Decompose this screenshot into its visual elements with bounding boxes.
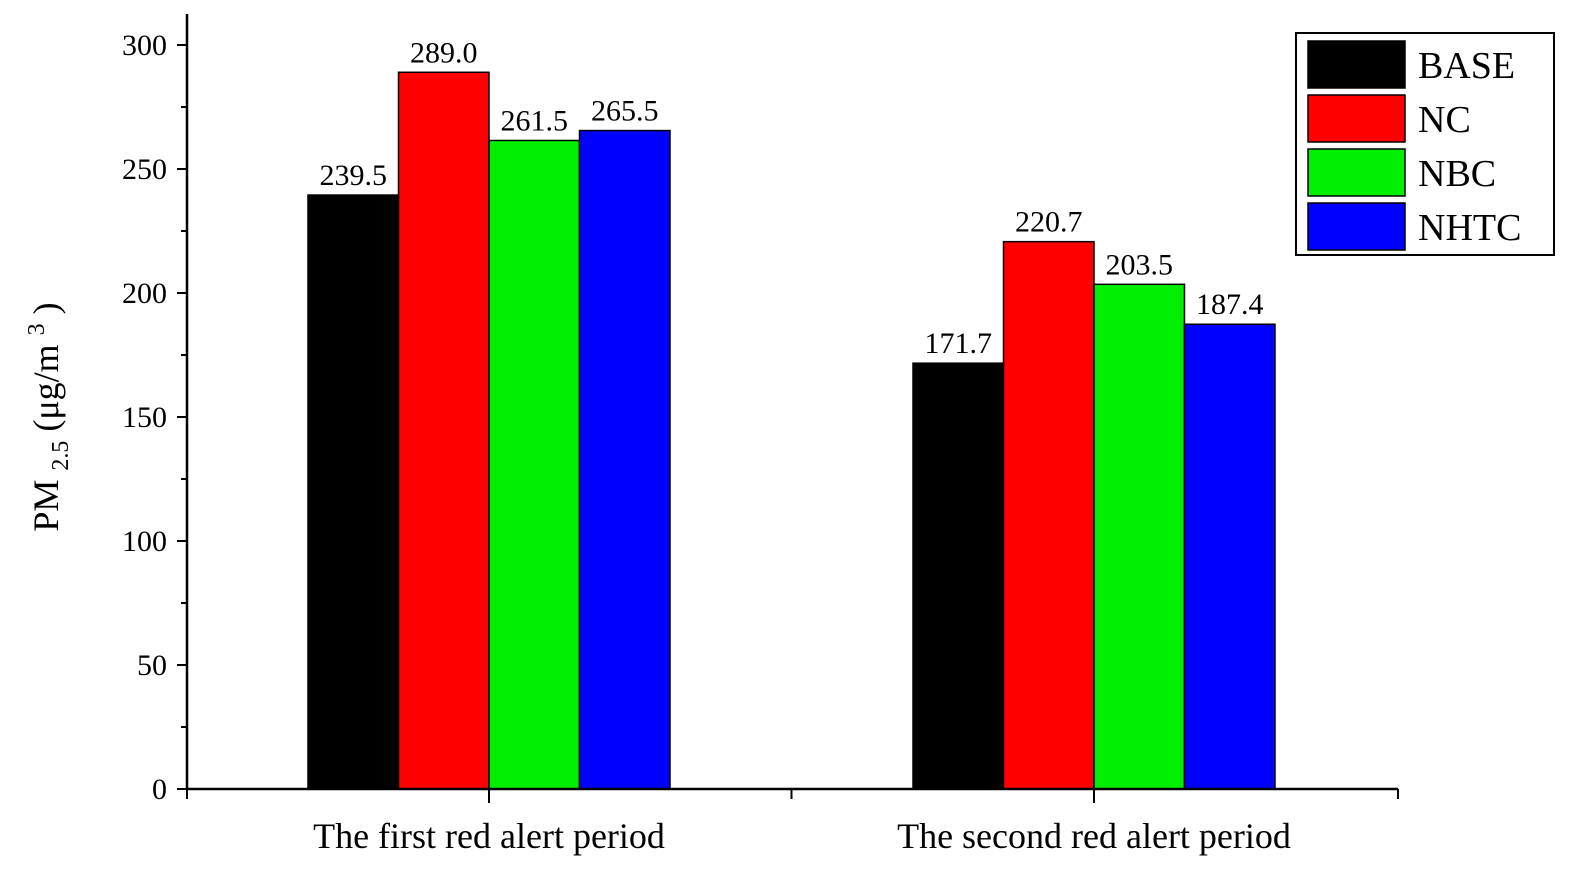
legend: BASE NC NBC NHTC (1295, 32, 1555, 256)
y-tick-label-100: 100 (122, 525, 167, 558)
legend-label-base: BASE (1418, 45, 1515, 87)
y-ticks-layer: 0 50 100 150 200 250 300 (122, 29, 187, 806)
y-tick-label-0: 0 (152, 773, 167, 806)
bar-base-1 (307, 194, 400, 790)
data-label-base-2: 171.7 (925, 327, 993, 360)
y-axis-label-unit-sup: 3 (24, 323, 50, 335)
y-tick-label-300: 300 (122, 29, 167, 62)
y-axis-label-main: PM (26, 480, 66, 532)
y-axis-label-subscript: 2.5 (48, 441, 74, 471)
legend-swatch-nc (1307, 94, 1406, 143)
data-label-nbc-1: 261.5 (501, 104, 569, 137)
data-label-nc-2: 220.7 (1015, 206, 1083, 239)
legend-swatch-nhtc (1307, 202, 1406, 251)
legend-label-nc: NC (1418, 99, 1471, 141)
y-tick-label-150: 150 (122, 401, 167, 434)
bar-nhtc-1 (578, 129, 671, 790)
data-label-nbc-2: 203.5 (1106, 248, 1174, 281)
legend-swatch-base (1307, 40, 1406, 89)
data-label-base-1: 239.5 (320, 159, 388, 192)
bar-nbc-1 (488, 139, 581, 790)
y-axis-label-unit-close: ) (26, 302, 66, 314)
data-label-nc-1: 289.0 (410, 36, 478, 69)
bar-nc-2 (1002, 240, 1095, 790)
bar-nbc-2 (1093, 283, 1186, 790)
x-category-label-1: The first red alert period (313, 816, 665, 856)
legend-label-nhtc: NHTC (1418, 207, 1521, 249)
y-tick-label-200: 200 (122, 277, 167, 310)
data-labels-layer: 239.5 289.0 261.5 265.5 171.7 220.7 203.5 187.4 (320, 36, 1264, 360)
legend-swatch-nbc (1307, 148, 1406, 197)
data-label-nhtc-1: 265.5 (591, 95, 659, 128)
y-axis-title: PM 2.5 (μg/m 3 ) (12, 302, 76, 531)
x-category-label-2: The second red alert period (897, 816, 1291, 856)
x-ticks-layer: The first red alert period The second red… (186, 789, 1399, 856)
y-axis-label-unit-open: (μg/m (26, 344, 66, 431)
legend-items: BASE NC NBC NHTC (1307, 40, 1521, 251)
bar-base-2 (912, 362, 1005, 790)
legend-label-nbc: NBC (1418, 153, 1496, 195)
y-tick-label-250: 250 (122, 153, 167, 186)
bar-nc-1 (397, 71, 490, 790)
bar-nhtc-2 (1183, 323, 1276, 790)
y-tick-label-50: 50 (137, 649, 167, 682)
bars-layer (307, 71, 1276, 790)
data-label-nhtc-2: 187.4 (1196, 288, 1264, 321)
y-axis-label: PM 2.5 (μg/m 3 ) (12, 302, 76, 531)
